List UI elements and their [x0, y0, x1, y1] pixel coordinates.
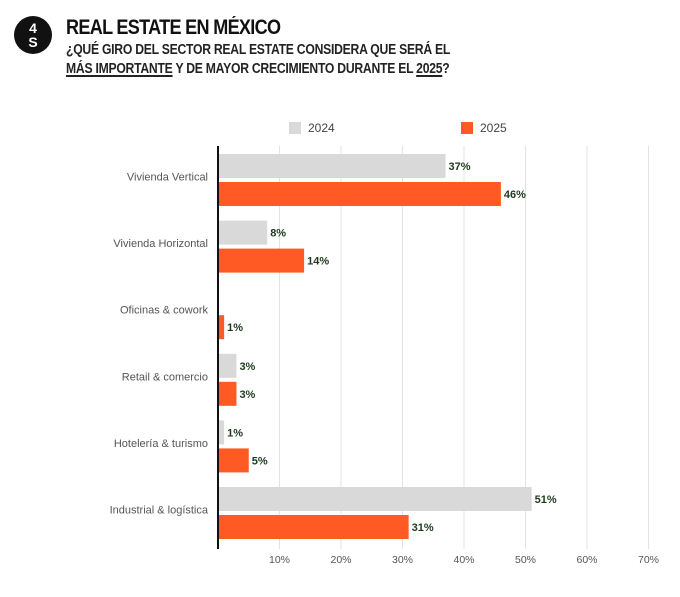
bar-2025: [218, 381, 237, 406]
x-tick-label: 70%: [638, 554, 659, 566]
bar-2024: [218, 154, 446, 178]
data-label: 14%: [307, 256, 329, 268]
logo-char-4: 4: [29, 20, 37, 36]
legend-label: 2025: [480, 121, 507, 135]
data-label: 3%: [239, 361, 255, 373]
data-label: 1%: [227, 322, 243, 334]
data-label: 3%: [239, 389, 255, 401]
bar-2025: [218, 182, 501, 206]
x-tick-label: 20%: [330, 554, 351, 566]
x-tick-label: 30%: [392, 554, 413, 566]
x-tick-label: 60%: [576, 554, 597, 566]
category-label: Vivienda Horizontal: [113, 238, 208, 250]
bar-2024: [218, 487, 532, 511]
page-title: REAL ESTATE EN MÉXICO: [66, 16, 281, 39]
data-label: 8%: [270, 228, 286, 240]
category-label: Vivienda Vertical: [127, 172, 208, 184]
data-label: 31%: [412, 522, 434, 534]
data-label: 51%: [535, 494, 557, 506]
bar-2025: [218, 515, 409, 539]
data-label: 5%: [252, 455, 268, 467]
bar-2024: [218, 420, 225, 445]
subtitle-line-2: MÁS IMPORTANTE Y DE MAYOR CRECIMIENTO DU…: [66, 60, 536, 79]
category-label: Oficinas & cowork: [120, 305, 209, 317]
bar-2025: [218, 248, 305, 273]
subtitle-line-1: ¿QUÉ GIRO DEL SECTOR REAL ESTATE CONSIDE…: [66, 42, 451, 58]
header: REAL ESTATE EN MÉXICO ¿QUÉ GIRO DEL SECT…: [66, 15, 626, 79]
category-label: Retail & comercio: [122, 371, 208, 383]
brand-logo: 4 S: [14, 16, 52, 54]
category-label: Hotelería & turismo: [114, 438, 208, 450]
x-tick-label: 10%: [269, 554, 290, 566]
data-label: 46%: [504, 189, 526, 201]
bar-2024: [218, 353, 237, 378]
bar-2025: [218, 448, 249, 473]
logo-char-s: S: [28, 34, 37, 50]
category-label: Industrial & logística: [110, 505, 209, 517]
legend-swatch: [461, 122, 473, 134]
bar-2024: [218, 220, 268, 245]
subtitle-end: ?: [442, 61, 450, 77]
subtitle-emphasis-1: MÁS IMPORTANTE: [66, 61, 173, 77]
brand-logo-mark: 4 S: [28, 20, 37, 50]
subtitle-middle: Y DE MAYOR CRECIMIENTO DURANTE EL: [172, 61, 417, 77]
legend-label: 2024: [308, 121, 335, 135]
x-tick-label: 40%: [453, 554, 474, 566]
data-label: 1%: [227, 427, 243, 439]
subtitle-emphasis-2: 2025: [416, 61, 443, 77]
x-tick-label: 50%: [515, 554, 536, 566]
legend-swatch: [289, 122, 301, 134]
bar-2025: [218, 315, 225, 340]
data-label: 37%: [449, 161, 471, 173]
